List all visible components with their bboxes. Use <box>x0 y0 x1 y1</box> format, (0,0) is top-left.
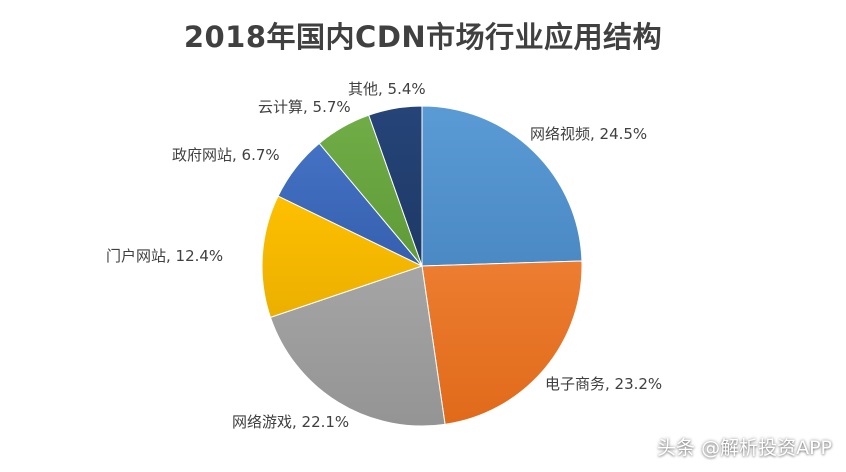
pie-slice-2 <box>269 265 446 427</box>
slice-label-3: 门户网站, 12.4% <box>106 247 223 265</box>
pie-slice-1 <box>421 260 583 425</box>
slice-label-6: 其他, 5.4% <box>348 80 426 98</box>
watermark: 头条 @解析投资APP <box>657 437 832 459</box>
pie-slice-6 <box>368 105 423 267</box>
pie-slice-3 <box>261 195 424 318</box>
slice-label-4: 政府网站, 6.7% <box>172 146 280 164</box>
pie-labels: 网络视频, 24.5% 电子商务, 23.2% 网络游戏, 22.1% 门户网站, 1… <box>106 80 662 431</box>
slice-label-5: 云计算, 5.7% <box>258 98 351 116</box>
chart-title: 2018年国内CDN市场行业应用结构 <box>183 20 663 54</box>
slice-label-2: 网络游戏, 22.1% <box>232 413 349 431</box>
slice-label-0: 网络视频, 24.5% <box>530 125 647 143</box>
pie-slices <box>261 105 583 427</box>
pie-slice-0 <box>421 105 583 267</box>
slice-label-1: 电子商务, 23.2% <box>545 375 662 393</box>
